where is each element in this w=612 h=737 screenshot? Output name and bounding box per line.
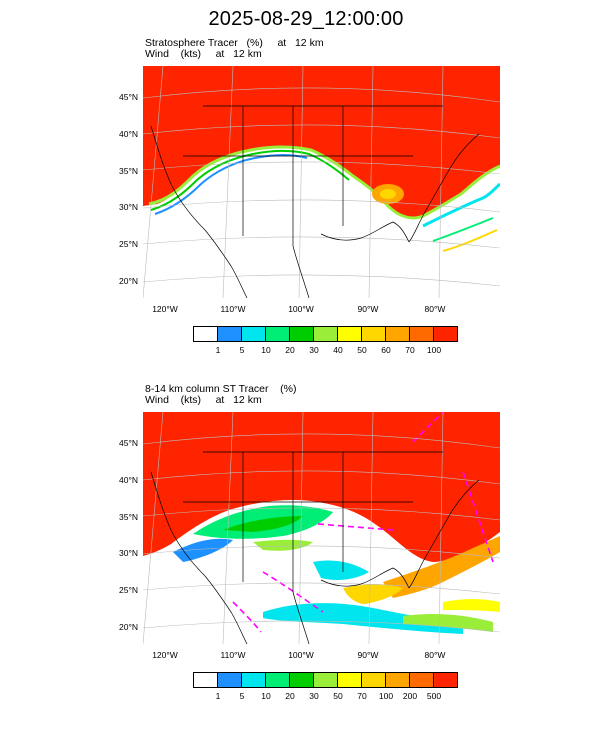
colorbar-swatch — [410, 673, 434, 687]
colorbar-swatch — [434, 673, 457, 687]
lon-label: 80°W — [424, 304, 446, 314]
colorbar-swatch — [266, 327, 290, 341]
lon-label: 120°W — [152, 650, 178, 660]
colorbar-tick-label: 100 — [426, 345, 442, 355]
colorbar-tick-label: 1 — [215, 691, 221, 701]
colorbar — [193, 326, 458, 342]
tracer-region-high — [143, 66, 500, 218]
colorbar-tick-label: 30 — [309, 691, 319, 701]
lon-label: 110°W — [220, 304, 246, 314]
colorbar-swatch — [290, 327, 314, 341]
panel-title-line1: Stratosphere Tracer (%) at 12 km — [145, 37, 324, 49]
lat-label: 40°N — [119, 129, 138, 139]
colorbar-tick-label: 30 — [309, 345, 319, 355]
lat-label: 25°N — [119, 239, 138, 249]
lat-label: 45°N — [119, 92, 138, 102]
lat-axis: 45°N 40°N 35°N 30°N 25°N 20°N — [100, 412, 138, 644]
colorbar — [193, 672, 458, 688]
colorbar-swatch — [410, 327, 434, 341]
tracer-region-high — [143, 412, 500, 562]
lat-label: 30°N — [119, 202, 138, 212]
colorbar-tick-label: 10 — [261, 345, 271, 355]
colorbar-swatch — [386, 327, 410, 341]
tracer-transition-band — [148, 145, 500, 220]
colorbar-swatch — [194, 327, 218, 341]
colorbar-swatch — [314, 327, 338, 341]
panel-title-line2: Wind (kts) at 12 km — [145, 394, 262, 406]
lat-label: 20°N — [119, 276, 138, 286]
graticule — [143, 412, 500, 644]
lat-label: 35°N — [119, 512, 138, 522]
colorbar-swatch — [266, 673, 290, 687]
coastlines — [150, 451, 480, 644]
lat-label: 25°N — [119, 585, 138, 595]
colorbar-tick-label: 60 — [381, 345, 391, 355]
colorbar-tick-label: 70 — [405, 345, 415, 355]
colorbar-swatch — [218, 673, 242, 687]
lon-label: 90°W — [357, 650, 379, 660]
colorbar-swatch — [290, 673, 314, 687]
figure-title: 2025-08-29_12:00:00 — [208, 8, 404, 30]
colorbar-tick-label: 50 — [357, 345, 367, 355]
colorbar-swatch — [434, 327, 457, 341]
lat-axis: 45°N 40°N 35°N 30°N 25°N 20°N — [100, 66, 138, 298]
lat-label: 20°N — [119, 622, 138, 632]
colorbar-swatch — [242, 673, 266, 687]
lon-label: 90°W — [357, 304, 379, 314]
colorbar-swatch — [362, 673, 386, 687]
colorbar-tick-label: 500 — [426, 691, 442, 701]
colorbar-tick-label: 5 — [239, 691, 245, 701]
colorbar-tick-label: 200 — [402, 691, 418, 701]
lat-label: 45°N — [119, 438, 138, 448]
colorbar-tick-label: 5 — [239, 345, 245, 355]
colorbar-swatch — [314, 673, 338, 687]
lon-label: 100°W — [288, 650, 314, 660]
lon-label: 80°W — [424, 650, 446, 660]
colorbar-tick-label: 10 — [261, 691, 271, 701]
tracer-map — [143, 66, 500, 298]
colorbar-tick-label: 20 — [285, 345, 295, 355]
colorbar-tick-label: 50 — [333, 691, 343, 701]
colorbar-tick-label: 40 — [333, 345, 343, 355]
colorbar-swatch — [338, 327, 362, 341]
lon-label: 110°W — [220, 650, 246, 660]
lat-label: 40°N — [119, 475, 138, 485]
colorbar-tick-label: 1 — [215, 345, 221, 355]
colorbar-swatch — [242, 327, 266, 341]
colorbar-swatch — [338, 673, 362, 687]
graticule — [143, 66, 500, 298]
colorbar-swatch — [386, 673, 410, 687]
colorbar-tick-label: 70 — [357, 691, 367, 701]
colorbar-swatch — [362, 327, 386, 341]
coastlines — [150, 105, 480, 298]
colorbar-tick-label: 20 — [285, 691, 295, 701]
panel-title-line2: Wind (kts) at 12 km — [145, 48, 262, 60]
lon-label: 120°W — [152, 304, 178, 314]
panel-title-line1: 8-14 km column ST Tracer (%) — [145, 383, 297, 395]
lat-label: 35°N — [119, 166, 138, 176]
colorbar-tick-label: 100 — [378, 691, 394, 701]
lat-label: 30°N — [119, 548, 138, 558]
colorbar-swatch — [194, 673, 218, 687]
colorbar-swatch — [218, 327, 242, 341]
lon-label: 100°W — [288, 304, 314, 314]
tracer-map — [143, 412, 500, 644]
